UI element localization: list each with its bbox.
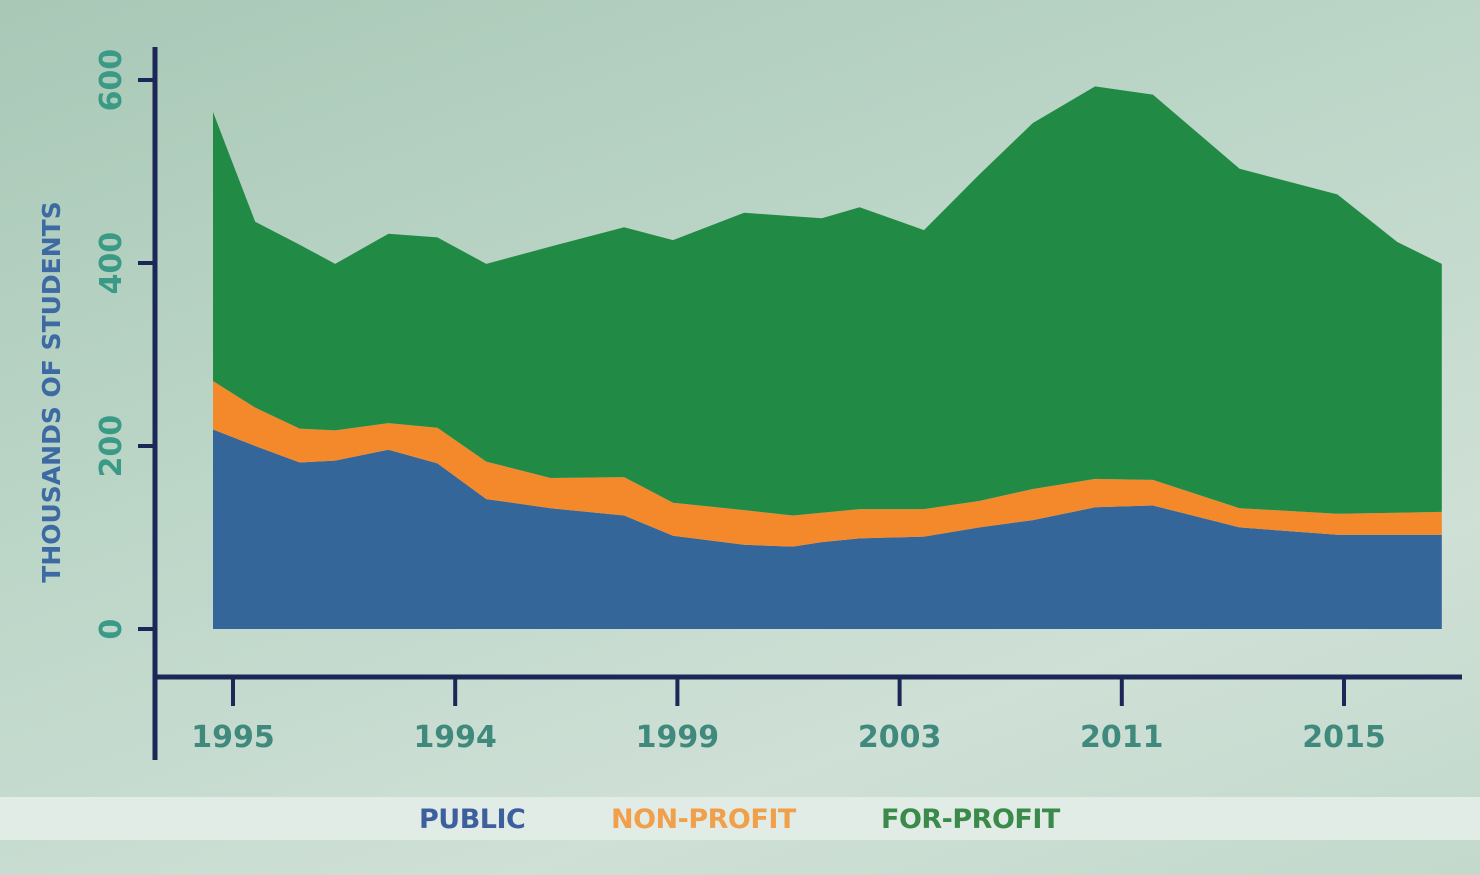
x-tick-label: 1999 xyxy=(636,720,720,755)
legend-non-profit: NON-PROFIT xyxy=(611,804,796,835)
legend-band xyxy=(0,797,1480,840)
legend-public: PUBLIC xyxy=(419,804,526,835)
x-tick-label: 1995 xyxy=(191,720,275,755)
x-tick-label: 2003 xyxy=(858,720,942,755)
x-tick-label: 1994 xyxy=(413,720,497,755)
legend-for-profit: FOR-PROFIT xyxy=(881,804,1060,835)
y-tick-label: 200 xyxy=(94,415,129,478)
x-tick-label: 2011 xyxy=(1080,720,1164,755)
y-tick-label: 600 xyxy=(94,49,129,112)
y-ticks-group: 0 200 400 600 xyxy=(94,49,155,640)
y-axis-label: THOUSANDS OF STUDENTS xyxy=(37,201,66,582)
area-public xyxy=(213,429,1442,629)
x-ticks-group: 1995 1994 1999 2003 2011 2015 xyxy=(191,677,1386,755)
y-tick-label: 0 xyxy=(94,619,129,640)
x-tick-label: 2015 xyxy=(1302,720,1386,755)
area-non-profit xyxy=(213,381,1442,547)
y-tick-label: 400 xyxy=(94,232,129,295)
areas-group xyxy=(213,86,1442,629)
area-for-profit xyxy=(213,86,1442,516)
